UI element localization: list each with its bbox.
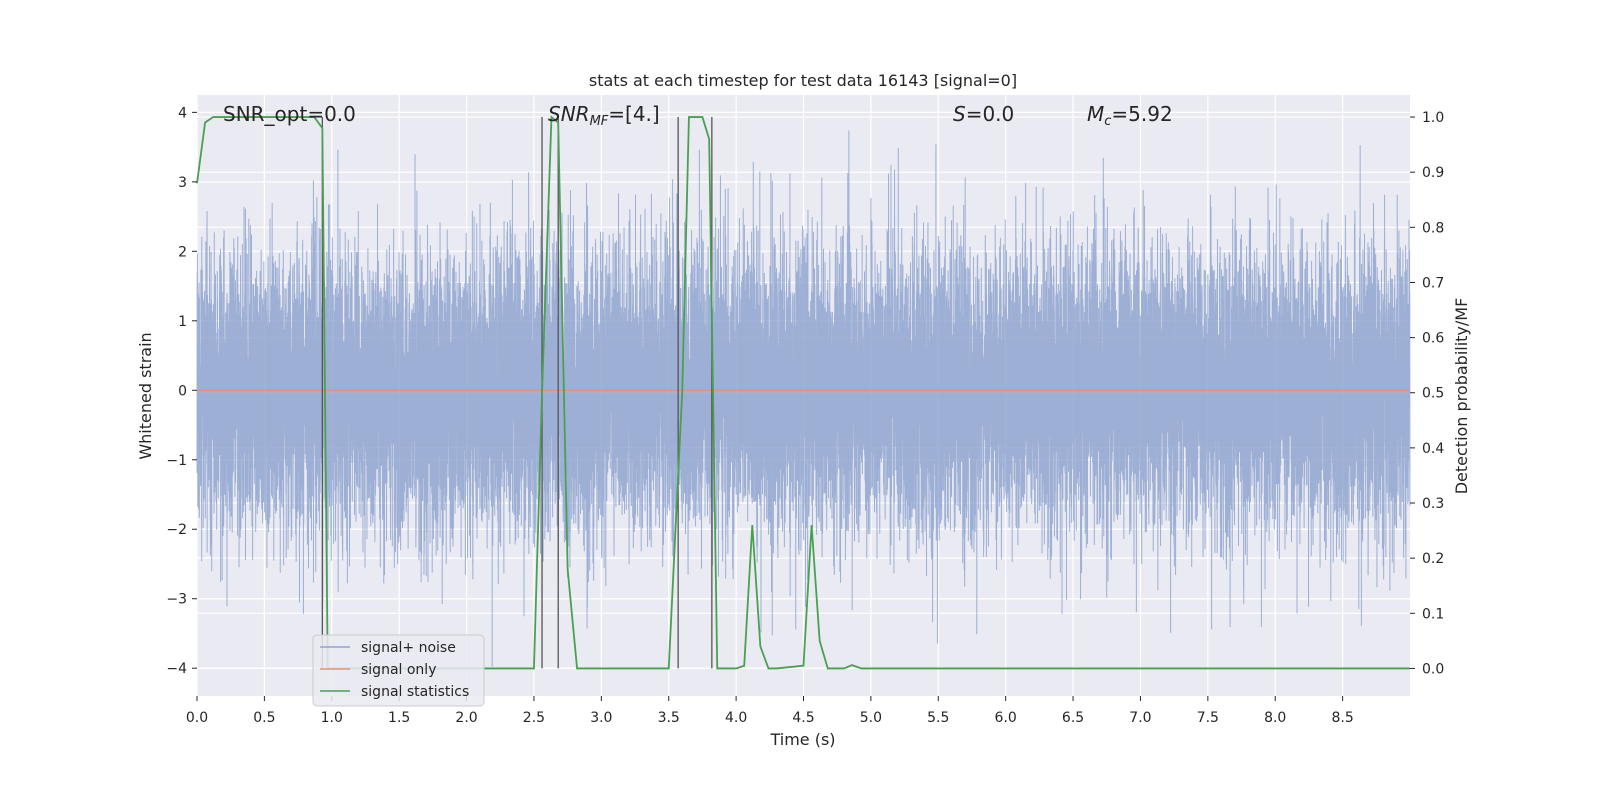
legend-box — [312, 634, 485, 707]
annotations: SNR_opt=0.0 SNRMF=[4.] S=0.0 Mc=5.92 — [223, 102, 1173, 129]
x-tick-label-12: 6.0 — [995, 710, 1017, 726]
x-tick-label-14: 7.0 — [1129, 710, 1151, 726]
annotation-mc-value: =5.92 — [1111, 102, 1172, 126]
annotation-s-symbol: S — [953, 102, 966, 126]
annotation-snr-mf-value: =[4.] — [608, 102, 659, 126]
x-tick-label-15: 7.5 — [1197, 710, 1219, 726]
x-tick-label-3: 1.5 — [388, 710, 410, 726]
annotation-snr-mf-base: SNR — [548, 102, 590, 126]
x-tick-label-9: 4.5 — [792, 710, 814, 726]
x-tick-label-10: 5.0 — [860, 710, 882, 726]
x-tick-label-0: 0.0 — [186, 710, 208, 726]
annotation-snr-opt: SNR_opt=0.0 — [223, 102, 356, 126]
x-tick-label-17: 8.5 — [1331, 710, 1353, 726]
y-right-tick-label-6: 0.4 — [1422, 441, 1444, 457]
y-right-tick-label-1: 0.9 — [1422, 165, 1444, 181]
y-left-tick-label-3: 1 — [178, 314, 187, 330]
y-right-tick-label-3: 0.7 — [1422, 275, 1444, 291]
legend-label-stats: signal statistics — [361, 684, 469, 700]
y-left-tick-label-6: −2 — [166, 522, 187, 538]
y-left-tick-label-5: −1 — [166, 453, 187, 469]
y-right-tick-label-10: 0.0 — [1422, 661, 1444, 677]
x-tick-label-11: 5.5 — [927, 710, 949, 726]
x-tick-label-6: 3.0 — [590, 710, 612, 726]
y-left-tick-label-2: 2 — [178, 244, 187, 260]
annotation-snr-mf-sub: MF — [590, 114, 609, 129]
annotation-s: S=0.0 — [953, 102, 1014, 126]
x-tick-label-2: 1.0 — [321, 710, 343, 726]
y-axis-label-right: Detection probability/MF — [1452, 298, 1471, 495]
x-tick-label-8: 4.0 — [725, 710, 747, 726]
x-tick-label-16: 8.0 — [1264, 710, 1286, 726]
annotation-mc: Mc=5.92 — [1087, 102, 1173, 129]
x-tick-label-5: 2.5 — [523, 710, 545, 726]
annotation-mc-sub: c — [1104, 114, 1111, 129]
y-left-tick-label-4: 0 — [178, 383, 187, 399]
legend: signal+ noise signal only signal statist… — [312, 634, 485, 707]
y-right-tick-label-2: 0.8 — [1422, 220, 1444, 236]
y-left-tick-label-7: −3 — [166, 592, 187, 608]
x-tick-label-7: 3.5 — [658, 710, 680, 726]
y-right-tick-label-8: 0.2 — [1422, 551, 1444, 567]
y-right-tick-label-0: 1.0 — [1422, 110, 1444, 126]
y-left-tick-label-1: 3 — [178, 175, 187, 191]
y-right-tick-label-9: 0.1 — [1422, 606, 1444, 622]
y-left-tick-label-0: 4 — [178, 105, 187, 121]
annotation-mc-base: M — [1087, 102, 1104, 126]
y-axis-label-left: Whitened strain — [136, 332, 155, 459]
axes: 0.0 0.5 1.0 1.5 2.0 2.5 3.0 3.5 4.0 4.5 5.0 5.5 6.0 6… — [166, 105, 1444, 726]
legend-label-noise: signal+ noise — [361, 640, 456, 656]
x-tick-label-13: 6.5 — [1062, 710, 1084, 726]
series-line-signal-noise — [196, 130, 1411, 667]
x-axis-label: Time (s) — [769, 730, 835, 749]
x-tick-label-4: 2.0 — [455, 710, 477, 726]
y-left-tick-label-8: −4 — [166, 661, 187, 677]
y-right-tick-label-4: 0.6 — [1422, 331, 1444, 347]
y-right-tick-label-7: 0.3 — [1422, 496, 1444, 512]
y-right-tick-label-5: 0.5 — [1422, 386, 1444, 402]
annotation-snr-mf: SNRMF=[4.] — [548, 102, 660, 129]
chart-title: stats at each timestep for test data 161… — [589, 71, 1017, 90]
legend-label-signal: signal only — [361, 662, 436, 678]
annotation-s-value: =0.0 — [966, 102, 1015, 126]
x-tick-label-1: 0.5 — [253, 710, 275, 726]
